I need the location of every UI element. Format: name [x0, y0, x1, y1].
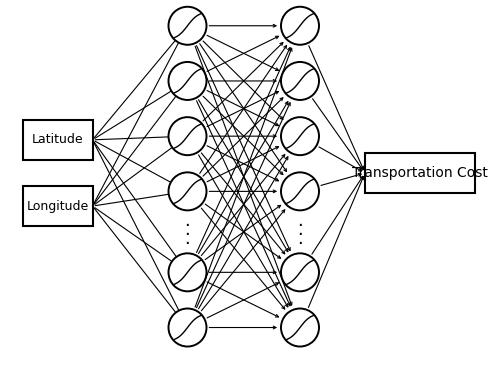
- Text: .: .: [184, 212, 190, 230]
- Ellipse shape: [281, 253, 319, 291]
- FancyBboxPatch shape: [365, 153, 475, 193]
- Ellipse shape: [281, 117, 319, 155]
- Text: .: .: [297, 212, 303, 230]
- Ellipse shape: [168, 253, 206, 291]
- Ellipse shape: [168, 117, 206, 155]
- Text: Longitude: Longitude: [26, 199, 88, 213]
- Ellipse shape: [281, 172, 319, 210]
- Ellipse shape: [168, 62, 206, 100]
- Text: Latitude: Latitude: [32, 133, 84, 146]
- Ellipse shape: [168, 7, 206, 45]
- Ellipse shape: [168, 172, 206, 210]
- Text: .: .: [184, 221, 190, 239]
- FancyBboxPatch shape: [22, 120, 92, 160]
- Text: .: .: [297, 230, 303, 248]
- Text: .: .: [297, 221, 303, 239]
- Ellipse shape: [281, 62, 319, 100]
- Text: .: .: [184, 230, 190, 248]
- FancyBboxPatch shape: [22, 186, 92, 226]
- Ellipse shape: [281, 7, 319, 45]
- Ellipse shape: [168, 308, 206, 347]
- Ellipse shape: [281, 308, 319, 347]
- Text: Transportation Cost: Transportation Cost: [352, 166, 488, 180]
